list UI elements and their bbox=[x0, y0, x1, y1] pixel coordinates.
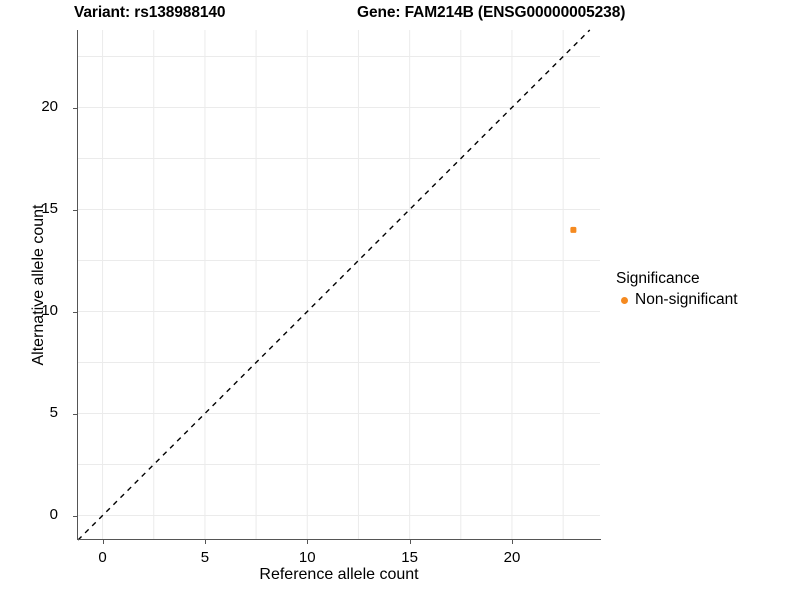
y-axis-line bbox=[77, 30, 78, 540]
x-tick-label: 5 bbox=[200, 549, 210, 566]
legend-entries: Non-significant bbox=[616, 290, 796, 310]
x-tick-label: 0 bbox=[98, 549, 107, 566]
x-tick-label: 10 bbox=[298, 549, 316, 566]
identity-reference-line bbox=[77, 29, 591, 541]
gridlines bbox=[78, 30, 600, 540]
y-tick-mark bbox=[73, 108, 77, 109]
y-tick-label: 20 bbox=[41, 97, 58, 115]
x-tick-label: 20 bbox=[503, 549, 521, 566]
x-tick-mark bbox=[512, 540, 513, 544]
gene-title: Gene: FAM214B (ENSG00000005238) bbox=[357, 4, 626, 21]
x-axis-title: Reference allele count bbox=[259, 566, 419, 583]
x-tick-mark bbox=[307, 540, 308, 544]
y-tick-mark bbox=[73, 414, 77, 415]
y-tick-label: 5 bbox=[49, 403, 58, 421]
data-point[interactable] bbox=[570, 226, 577, 233]
y-axis-title: Alternative allele count bbox=[30, 204, 47, 366]
y-tick-label: 15 bbox=[41, 199, 58, 217]
y-tick-label: 0 bbox=[49, 505, 58, 523]
plot-panel bbox=[77, 29, 600, 541]
chart-title-row: Variant: rs138988140 Gene: FAM214B (ENSG… bbox=[0, 0, 800, 28]
variant-title: Variant: rs138988140 bbox=[74, 4, 226, 21]
x-tick-mark bbox=[410, 540, 411, 544]
y-axis-ticks: 0 5 10 15 20 bbox=[0, 0, 77, 600]
legend-point-icon bbox=[616, 292, 633, 309]
legend-title: Significance bbox=[616, 270, 700, 287]
y-tick-label: 10 bbox=[41, 301, 58, 319]
y-tick-mark bbox=[73, 210, 77, 211]
y-tick-mark bbox=[73, 516, 77, 517]
data-layer bbox=[77, 29, 591, 541]
legend-label: Non-significant bbox=[635, 291, 738, 308]
x-tick-label: 15 bbox=[401, 549, 418, 566]
x-axis-line bbox=[77, 539, 601, 540]
legend: Significance Non-significant bbox=[616, 270, 796, 310]
x-tick-mark bbox=[205, 540, 206, 544]
legend-entry[interactable]: Non-significant bbox=[616, 290, 796, 310]
x-tick-mark bbox=[103, 540, 104, 544]
y-tick-mark bbox=[73, 312, 77, 313]
